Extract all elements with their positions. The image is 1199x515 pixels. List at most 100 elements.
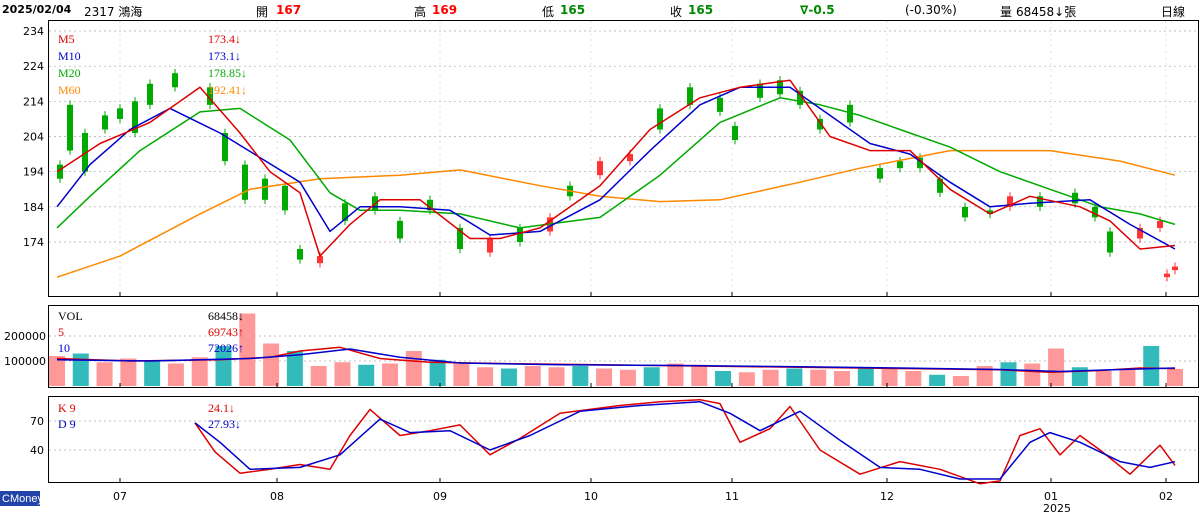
volume-bar [810, 369, 827, 386]
candle-body [1007, 196, 1013, 207]
volume-bar [1024, 363, 1041, 386]
volume-bar [72, 353, 89, 386]
watermark-text: CMoney [2, 493, 43, 505]
price-tick-label: 184 [23, 201, 44, 214]
volume-bar [1000, 362, 1017, 386]
candle-body [817, 118, 823, 130]
volume-bar [596, 368, 613, 386]
kd-lines [194, 398, 1176, 485]
volume-bar [905, 371, 922, 386]
volume-bar [239, 313, 256, 386]
volume-bar [120, 358, 137, 386]
volume-bar [1167, 368, 1183, 386]
volume-bar [715, 371, 732, 386]
candle-body [517, 227, 523, 242]
month-label: 11 [725, 490, 739, 503]
candle-body [222, 132, 228, 162]
open-value: 167 [276, 3, 302, 17]
volume-label: 量 [1000, 5, 1013, 19]
volume-bar [477, 367, 494, 386]
kd-legend: K 9 24.1↓ D 9 27.93↓ [58, 401, 241, 431]
legend-d-value: 27.93↓ [208, 417, 241, 431]
volume-bars [49, 313, 1183, 386]
candle-body [987, 210, 993, 214]
volume-bar [1143, 346, 1160, 386]
volume-bar [1095, 371, 1112, 386]
x-axis: 07 08 09 10 11 12 01 02 [113, 292, 1173, 503]
candle-body [917, 157, 923, 169]
quote-date: 2025/02/04 [2, 3, 72, 16]
volume-ma10-line [56, 348, 1176, 373]
volume-bar [191, 357, 208, 386]
candle-body [397, 220, 403, 239]
price-tick-label: 194 [23, 166, 44, 179]
volume-bar [167, 363, 184, 386]
volume-bar [144, 361, 161, 386]
month-label: 09 [433, 490, 447, 503]
price-tick-label: 224 [23, 60, 44, 73]
volume-bar [215, 346, 232, 386]
candle-body [627, 154, 633, 162]
candle-body [102, 115, 108, 130]
volume-bar [453, 363, 470, 386]
candle-body [487, 238, 493, 253]
volume-bar [1119, 368, 1136, 386]
candle-body [342, 203, 348, 221]
candle-body [57, 164, 63, 179]
price-legend: M5 173.4↓ M10 173.1↓ M20 178.85↓ M60 192… [58, 32, 247, 97]
legend-ma20-name: M20 [58, 66, 81, 80]
volume-bar [738, 372, 755, 386]
price-y-axis: 234 224 214 204 194 184 174 [23, 25, 44, 249]
month-label: 02 [1159, 490, 1173, 503]
candle-body [297, 249, 303, 260]
stock-name: 2317 鴻海 [84, 5, 143, 19]
candle-body [732, 125, 738, 141]
legend-ma5-name: M5 [58, 32, 75, 46]
legend-ma10-name: M10 [58, 49, 81, 63]
candle-body [897, 161, 903, 169]
volume-bar [857, 367, 874, 386]
volume-bar [1048, 348, 1065, 386]
candle-body [757, 83, 763, 98]
candle-body [877, 168, 883, 179]
candle-body [847, 104, 853, 123]
candle-body [657, 108, 663, 130]
kd-y-axis: 70 40 [30, 415, 44, 457]
legend-ma5-value: 173.4↓ [208, 32, 241, 46]
volume-bar [334, 362, 351, 386]
legend-k-name: K 9 [58, 401, 76, 415]
price-tick-label: 234 [23, 25, 44, 38]
price-tick-label: 204 [23, 131, 44, 144]
candle-body [172, 73, 178, 88]
volume-y-axis: 200000 100000 [4, 330, 46, 368]
candle-body [1157, 220, 1163, 228]
month-label: 01 [1044, 490, 1058, 503]
volume-bar [263, 343, 280, 386]
candle-body [67, 104, 73, 151]
candle-body [82, 132, 88, 172]
volume-bar [49, 356, 65, 386]
candle-body [1137, 227, 1143, 239]
quote-header: 2025/02/04 2317 鴻海 開 167 高 169 低 165 收 1… [0, 0, 1199, 20]
low-value: 165 [560, 3, 586, 17]
volume-legend: VOL 68458↓ 5 69743↑ 10 72026↑ [58, 309, 244, 355]
price-tick-label: 174 [23, 236, 44, 249]
high-label: 高 [414, 5, 427, 19]
candle-body [687, 87, 693, 105]
volume-bar [286, 351, 303, 386]
candle-body [457, 227, 463, 250]
legend-ma60-value: 192.41↓ [208, 83, 247, 97]
candle-body [132, 101, 138, 133]
volume-average-lines [56, 346, 1176, 374]
ma60-line [56, 149, 1176, 278]
candle-body [427, 199, 433, 211]
volume-tick-label: 200000 [4, 330, 46, 343]
candle-body [1092, 206, 1098, 218]
volume-bar [548, 367, 565, 386]
candle-body [147, 83, 153, 105]
legend-ma60-name: M60 [58, 83, 81, 97]
volume-bar [310, 366, 327, 386]
volume-bar [762, 369, 779, 386]
candle-body [597, 161, 603, 176]
candle-body [937, 178, 943, 193]
